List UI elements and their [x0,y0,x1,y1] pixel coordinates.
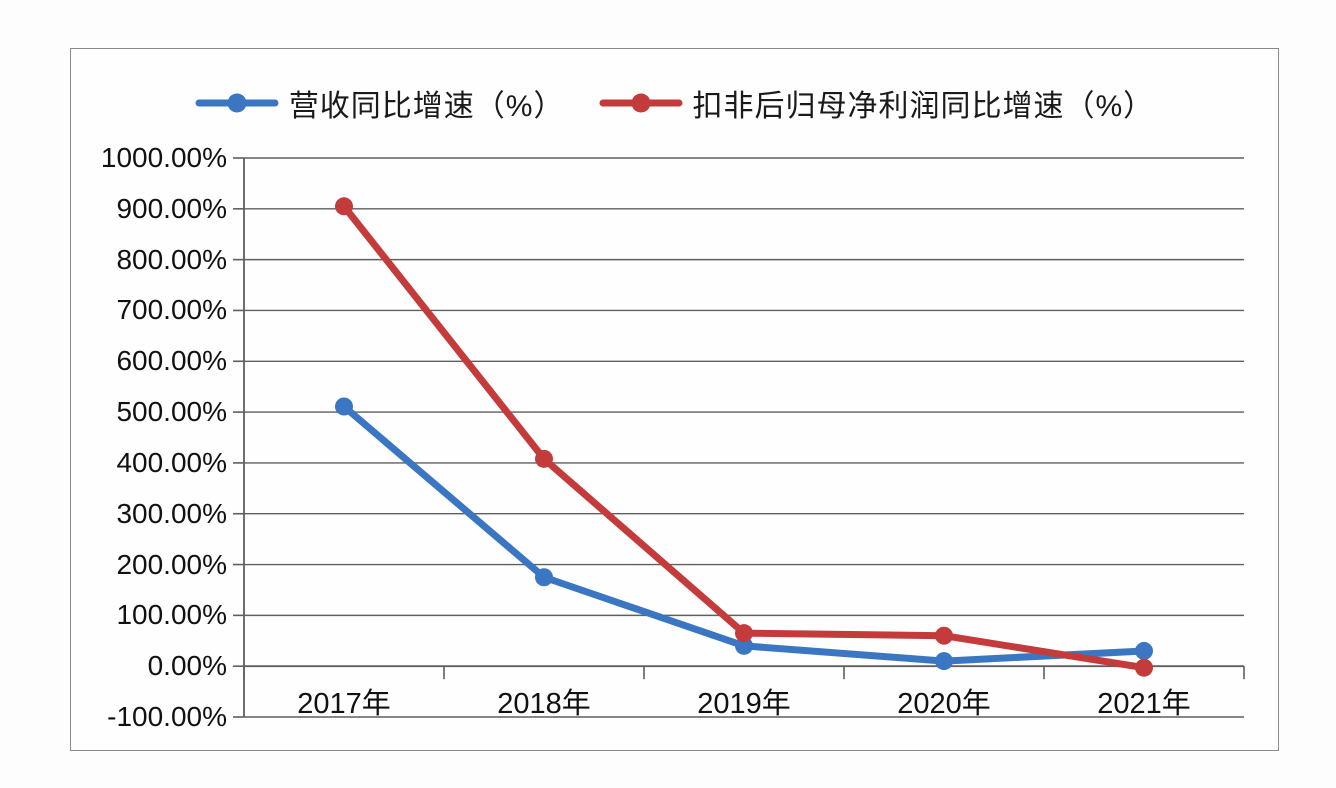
data-point-marker [535,568,553,587]
y-axis-tick-label: 200.00% [116,548,227,580]
y-axis-tick-label: 700.00% [116,294,227,326]
y-axis-tick-label: 100.00% [116,599,227,631]
legend-label-revenue-growth: 营收同比增速（%） [288,90,565,123]
y-axis-tick-label: 1000.00% [100,142,227,173]
chart-frame: 营收同比增速（%） 扣非后归母净利润同比增速（%） 1000.00% 900.00… [70,48,1279,751]
y-axis-tick-label: 400.00% [116,446,227,478]
y-axis-tick-label: 0.00% [147,650,227,682]
plot-area [233,157,1245,718]
chart-legend: 营收同比增速（%） 扣非后归母净利润同比增速（%） [71,81,1278,125]
red-line-marker-icon [599,93,682,113]
y-axis-tick-label: 300.00% [116,497,227,529]
data-point-marker [335,197,353,216]
y-axis-tick-label: 500.00% [116,396,227,428]
series-line-1 [340,202,1148,672]
x-axis-category-label: 2019年 [697,688,791,720]
x-axis-category-label: 2021年 [1097,688,1191,720]
data-point-marker [735,636,753,655]
data-point-marker [535,449,553,468]
data-point-marker [1135,641,1153,660]
x-axis-category-label: 2017年 [297,688,391,720]
data-point-marker [935,626,953,645]
legend-label-net-profit-growth: 扣非后归母净利润同比增速（%） [692,90,1155,123]
data-point-marker [335,397,353,416]
y-axis-tick-label: 600.00% [116,345,227,377]
y-axis-tick-label: -100.00% [107,701,227,732]
legend-item-net-profit-growth: 扣非后归母净利润同比增速（%） [599,81,1155,125]
x-axis-category-label: 2018年 [497,688,591,720]
legend-item-revenue-growth: 营收同比增速（%） [195,81,565,125]
blue-line-marker-icon [195,93,279,113]
series-line-0 [340,403,1148,665]
data-point-marker [735,624,753,643]
y-axis-tick-label: 800.00% [116,243,227,275]
x-axis-category-label: 2020年 [897,688,991,720]
data-point-marker [935,652,953,671]
y-axis-tick-label: 900.00% [116,192,227,224]
data-point-marker [1135,658,1153,677]
